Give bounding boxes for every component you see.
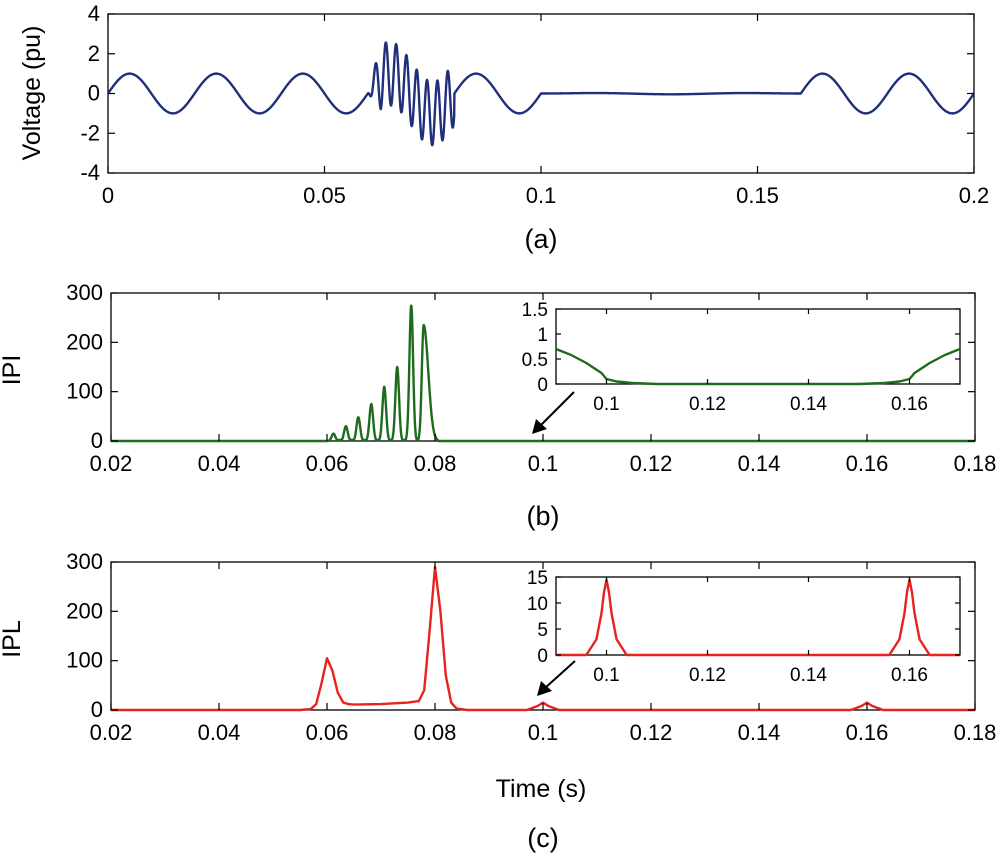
ipi-xtick-label: 0.1 xyxy=(528,451,559,476)
panel-b-label: (b) xyxy=(527,501,560,531)
ipi-inset-axis-ticks: 0.1 0.12 0.14 0.16 0 0.5 1 1.5 xyxy=(522,300,960,415)
ipl-xtick-label: 0.12 xyxy=(630,720,673,745)
ipl-inset-xtick-label: 0.1 xyxy=(593,665,619,686)
ipl-inset-ytick-label: 0 xyxy=(537,646,548,667)
voltage-xtick-label: 0.1 xyxy=(526,183,557,208)
ipi-ytick-label: 0 xyxy=(91,428,103,453)
ipi-inset-frame xyxy=(555,308,961,385)
voltage-ytick-label: 4 xyxy=(88,1,100,26)
ipi-inset-ytick-label: 0 xyxy=(537,375,548,396)
ipl-panel: 0.02 0.04 0.06 0.08 0.1 0.12 0.14 0.16 0.1801002… xyxy=(0,549,996,853)
voltage-xtick-label: 0.15 xyxy=(736,183,779,208)
ipi-y-axis-label: IPI xyxy=(0,355,26,386)
ipl-inset-arrow xyxy=(537,660,576,696)
ipl-y-axis-label: IPL xyxy=(0,620,26,658)
ipi-xtick-label: 0.16 xyxy=(846,451,889,476)
voltage-axis-ticks: 0 0.05 0.1 0.15 0.2 -4 -2 0 2 4 xyxy=(80,1,989,208)
ipl-inset-ytick-label: 5 xyxy=(537,620,548,641)
time-x-axis-label: Time (s) xyxy=(496,775,587,803)
voltage-ytick-label: -2 xyxy=(80,120,100,145)
ipi-inset-ytick-label: 1 xyxy=(537,325,548,346)
ipi-ytick-label: 100 xyxy=(66,379,103,404)
ipi-panel: 0.02 0.04 0.06 0.08 0.1 0.12 0.14 0.16 0.18 0 100 2… xyxy=(0,280,996,531)
ipi-ytick-label: 200 xyxy=(66,329,103,354)
voltage-xtick-label: 0 xyxy=(102,183,114,208)
ipi-inset-ytick-label: 1.5 xyxy=(522,300,548,321)
ipl-inset-ytick-label: 10 xyxy=(527,594,548,615)
voltage-y-axis-label: Voltage (pu) xyxy=(18,26,46,161)
ipi-xtick-label: 0.12 xyxy=(630,451,673,476)
ipl-inset-ytick-label: 15 xyxy=(527,568,548,589)
ipl-xtick-label: 0.06 xyxy=(306,720,349,745)
voltage-xtick-label: 0.2 xyxy=(959,183,990,208)
ipi-inset-arrow xyxy=(532,391,575,434)
ipi-inset-xtick-label: 0.16 xyxy=(891,394,928,415)
voltage-xtick-label: 0.05 xyxy=(303,183,346,208)
panel-c-label: (c) xyxy=(527,823,558,853)
ipl-xtick-label: 0.18 xyxy=(954,720,997,745)
ipi-inset-xtick-label: 0.14 xyxy=(790,394,827,415)
ipl-inset-frame xyxy=(555,576,961,656)
ipl-axis-ticks: 0.02 0.04 0.06 0.08 0.1 0.12 0.14 0.16 0.1801002… xyxy=(66,549,996,745)
ipl-ytick-label: 0 xyxy=(91,697,103,722)
ipl-inset-axis-ticks: 0.1 0.12 0.14 0.16 0 5 10 15 xyxy=(527,568,960,686)
ipl-xtick-label: 0.14 xyxy=(738,720,781,745)
ipl-ytick-label: 300 xyxy=(66,549,103,574)
voltage-ytick-label: 2 xyxy=(88,41,100,66)
ipl-inset-xtick-label: 0.12 xyxy=(689,665,726,686)
ipi-inset-series-line xyxy=(555,347,961,386)
voltage-ytick-label: 0 xyxy=(88,81,100,106)
ipl-xtick-label: 0.02 xyxy=(90,720,133,745)
ipi-xtick-label: 0.02 xyxy=(90,451,133,476)
ipi-xtick-label: 0.14 xyxy=(738,451,781,476)
ipi-xtick-label: 0.18 xyxy=(954,451,997,476)
ipi-axis-ticks: 0.02 0.04 0.06 0.08 0.1 0.12 0.14 0.16 0.18 0 100 2… xyxy=(66,280,996,476)
ipi-inset: 0.1 0.12 0.14 0.16 0 0.5 1 1.5 xyxy=(522,300,961,415)
voltage-ytick-label: -4 xyxy=(80,160,100,185)
voltage-series-line xyxy=(107,41,975,147)
ipi-inset-xtick-label: 0.12 xyxy=(689,394,726,415)
ipl-xtick-label: 0.16 xyxy=(846,720,889,745)
ipi-xtick-label: 0.06 xyxy=(306,451,349,476)
ipl-inset-xtick-label: 0.16 xyxy=(891,665,928,686)
ipl-xtick-label: 0.08 xyxy=(414,720,457,745)
ipl-xtick-label: 0.1 xyxy=(528,720,559,745)
ipi-inset-ytick-label: 0.5 xyxy=(522,350,548,371)
ipl-inset: 0.1 0.12 0.14 0.16 0 5 10 15 xyxy=(527,568,961,686)
ipl-ytick-label: 200 xyxy=(66,598,103,623)
ipi-xtick-label: 0.08 xyxy=(414,451,457,476)
panel-a-label: (a) xyxy=(525,224,558,254)
ipi-ytick-label: 300 xyxy=(66,280,103,305)
ipl-ytick-label: 100 xyxy=(66,648,103,673)
ipi-inset-xtick-label: 0.1 xyxy=(593,394,619,415)
voltage-panel: 0 0.05 0.1 0.15 0.2 -4 -2 0 2 4 Voltage (pu) (a) xyxy=(18,1,989,254)
ipl-inset-xtick-label: 0.14 xyxy=(790,665,827,686)
ipl-inset-series-line xyxy=(556,578,960,657)
ipl-xtick-label: 0.04 xyxy=(198,720,241,745)
ipi-xtick-label: 0.04 xyxy=(198,451,241,476)
